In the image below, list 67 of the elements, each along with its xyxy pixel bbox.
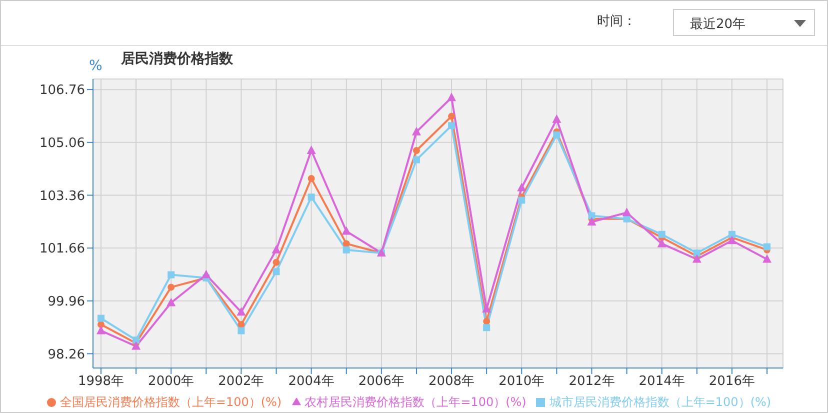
point <box>658 230 666 238</box>
select-field: 最近20年 <box>673 9 815 36</box>
point <box>518 196 526 204</box>
x-tick-label: 2006年 <box>358 374 404 390</box>
y-tick-label: 106.76 <box>40 83 85 98</box>
point <box>482 304 492 312</box>
legend-label: 城市居民消费价格指数（上年=100）(%) <box>549 395 772 409</box>
point <box>342 226 351 235</box>
point <box>306 145 316 154</box>
point <box>412 146 420 154</box>
point <box>168 271 175 278</box>
legend-label: 农村居民消费价格指数（上年=100）(%) <box>304 395 526 409</box>
x-tick-label: 2004年 <box>288 374 334 390</box>
point <box>342 240 350 248</box>
point <box>272 258 280 266</box>
point <box>166 298 176 306</box>
point <box>132 336 140 344</box>
point <box>588 212 596 220</box>
point <box>764 243 770 250</box>
point <box>168 284 175 291</box>
point <box>342 246 350 254</box>
point <box>236 307 246 316</box>
point <box>622 208 632 216</box>
point <box>728 230 736 238</box>
x-tick-label: 2010年 <box>498 374 545 390</box>
point <box>483 318 490 325</box>
point <box>447 92 456 102</box>
legend-label: 全国居民消费价格指数（上年=100）(%) <box>60 395 282 409</box>
point <box>448 122 456 130</box>
point <box>762 254 772 263</box>
x-tick-label: 2000年 <box>148 374 194 390</box>
point <box>553 131 560 138</box>
point <box>483 324 490 332</box>
point <box>692 254 702 263</box>
x-tick-label: 2002年 <box>218 374 264 390</box>
point <box>132 341 141 350</box>
x-tick-label: 2014年 <box>638 374 685 390</box>
y-tick-label: 103.36 <box>40 188 85 204</box>
point <box>552 114 562 123</box>
point <box>412 156 420 164</box>
y-tick-label: 105.06 <box>40 136 85 152</box>
point <box>272 268 280 276</box>
x-tick-label: 1998年 <box>78 374 124 390</box>
point <box>657 238 666 248</box>
point <box>96 326 106 334</box>
point <box>727 236 736 244</box>
point <box>308 194 315 201</box>
y-tick-label: 99.96 <box>48 294 85 310</box>
y-tick-label: 98.26 <box>48 347 85 362</box>
y-axis-title: % <box>89 58 102 74</box>
x-tick-label: 2016年 <box>708 374 755 390</box>
x-tick-label: 2008年 <box>428 374 475 390</box>
point <box>98 314 104 322</box>
point <box>693 250 700 257</box>
point <box>202 270 211 278</box>
point <box>412 126 421 136</box>
text: 时间： <box>597 13 636 30</box>
chart-title: 居民消费价格指数 <box>121 50 233 68</box>
point <box>238 320 245 328</box>
point <box>308 174 315 182</box>
point <box>272 244 281 254</box>
point <box>238 327 245 334</box>
x-tick-label: 2012年 <box>568 374 615 390</box>
point <box>587 216 596 226</box>
y-tick-label: 101.66 <box>40 242 85 257</box>
point <box>448 112 456 120</box>
point <box>517 182 526 192</box>
